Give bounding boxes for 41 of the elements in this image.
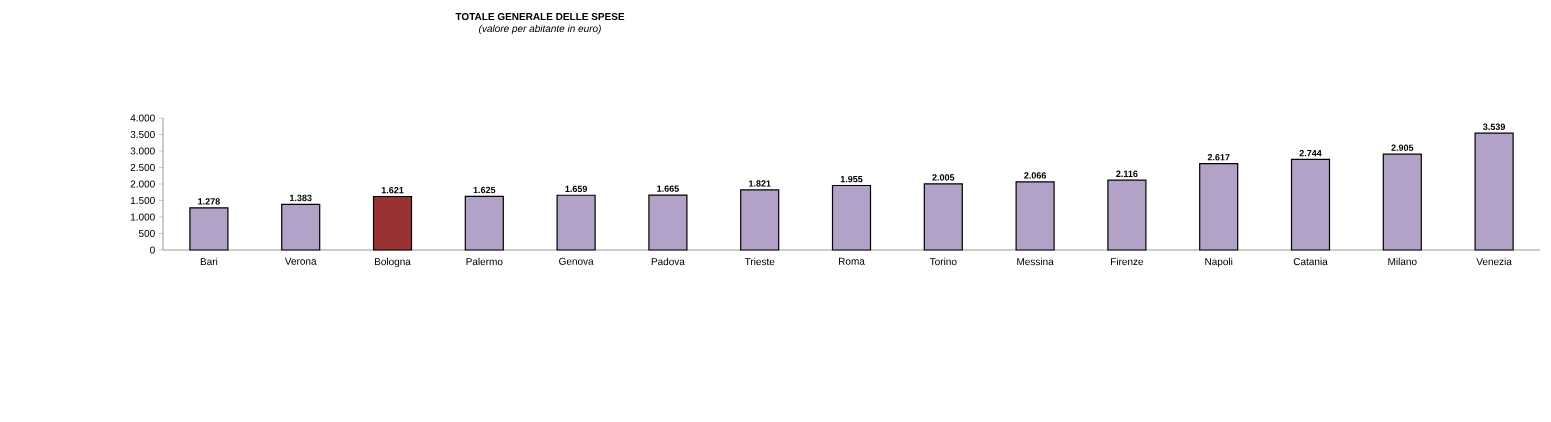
data-label: 1.621 [381, 186, 404, 194]
x-tick-label: Bologna [374, 257, 411, 268]
chart-subtitle: (valore per abitante in euro) [479, 24, 601, 35]
y-tick-label: 2.000 [130, 180, 155, 188]
data-label: 1.278 [198, 198, 220, 205]
data-label: 1.625 [473, 186, 496, 194]
x-tick-label: Milano [1388, 257, 1417, 266]
y-tick-label: 2.500 [130, 163, 155, 172]
data-label: 2.116 [1116, 170, 1138, 177]
x-tick-label: Palermo [466, 257, 503, 266]
x-tick-label: Torino [929, 257, 957, 266]
y-tick-label: 1.500 [130, 196, 155, 205]
data-label: 1.665 [657, 185, 679, 192]
data-label: 3.539 [1483, 123, 1506, 130]
y-tick-label: 3.500 [130, 130, 155, 139]
y-tick-label: 500 [138, 229, 155, 238]
data-label: 1.383 [290, 194, 312, 202]
x-tick-label: Messina [1017, 257, 1054, 266]
data-label: 1.821 [749, 180, 771, 187]
data-label: 2.617 [1207, 154, 1230, 161]
data-label: 2.905 [1391, 144, 1414, 151]
data-label: 2.066 [1024, 172, 1047, 179]
x-tick-label: Roma [838, 257, 865, 265]
chart-title: TOTALE GENERALE DELLE SPESE [455, 13, 625, 21]
y-tick-label: 4.000 [130, 114, 155, 122]
y-tick-label: 1.000 [130, 213, 155, 221]
x-tick-label: Verona [284, 257, 317, 265]
y-tick-label: 3.000 [130, 147, 155, 155]
x-tick-label: Trieste [744, 257, 775, 266]
x-tick-label: Firenze [1111, 257, 1144, 266]
data-label: 2.744 [1299, 149, 1322, 157]
data-label: 2.005 [932, 174, 955, 181]
y-tick-label: 0 [150, 246, 155, 254]
data-label: 1.955 [840, 175, 863, 183]
x-tick-label: Bari [200, 257, 218, 266]
x-tick-label: Genova [559, 257, 594, 265]
x-tick-label: Catania [1293, 257, 1328, 266]
x-tick-label: Padova [651, 257, 685, 266]
x-tick-label: Napoli [1205, 257, 1233, 268]
data-label: 1.659 [565, 185, 588, 193]
x-tick-label: Venezia [1476, 257, 1512, 266]
